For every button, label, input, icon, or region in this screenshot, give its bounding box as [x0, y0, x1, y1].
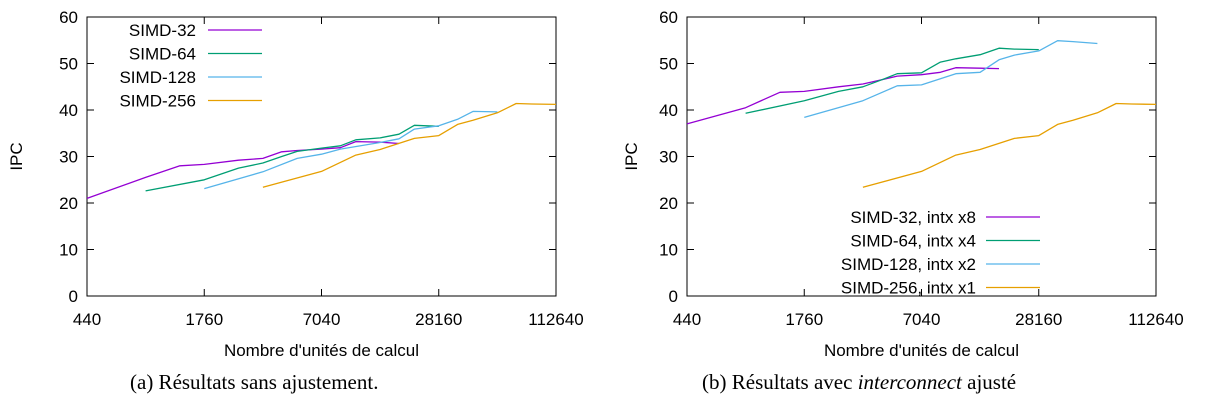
- series-line-simd-32: [86, 140, 400, 200]
- y-tick-label: 30: [59, 148, 78, 167]
- y-tick-label: 0: [669, 287, 678, 306]
- x-tick-label: 440: [673, 310, 701, 329]
- x-axis-label: Nombre d'unités de calcul: [824, 341, 1019, 360]
- caption-b-prefix: (b) Résultats avec: [702, 370, 858, 394]
- caption-b-emphasis: interconnect: [857, 370, 962, 394]
- y-tick-label: 0: [69, 287, 78, 306]
- y-axis-label: IPC: [7, 142, 26, 170]
- caption-b-suffix: ajusté: [961, 370, 1017, 394]
- y-tick-label: 20: [659, 194, 678, 213]
- legend-label: SIMD-64, intx x4: [850, 232, 976, 251]
- x-tick-label: 1760: [185, 310, 223, 329]
- x-tick-label: 1760: [785, 310, 823, 329]
- y-tick-label: 10: [59, 241, 78, 260]
- y-tick-label: 60: [659, 8, 678, 27]
- y-tick-label: 20: [59, 194, 78, 213]
- y-tick-label: 50: [659, 55, 678, 74]
- x-tick-label: 112640: [528, 310, 583, 329]
- y-tick-label: 10: [659, 241, 678, 260]
- x-axis-label: Nombre d'unités de calcul: [224, 341, 419, 360]
- x-tick-label: 28160: [415, 310, 462, 329]
- series-line-simd-128-intx-x2: [804, 40, 1098, 119]
- legend-label: SIMD-256, intx x1: [841, 279, 976, 298]
- x-tick-label: 28160: [1015, 310, 1062, 329]
- legend-label: SIMD-32: [129, 21, 196, 40]
- legend-label: SIMD-64: [129, 45, 196, 64]
- y-tick-label: 40: [659, 101, 678, 120]
- series-line-simd-64: [145, 124, 439, 192]
- legend-label: SIMD-128, intx x2: [841, 255, 976, 274]
- y-tick-label: 30: [659, 148, 678, 167]
- x-tick-label: 7040: [303, 310, 341, 329]
- series-line-simd-256: [262, 102, 557, 188]
- y-axis-label: IPC: [622, 142, 641, 170]
- chart-a: 0 10 20 30 40 50 60 440 1760 7040 28160 112640 Nombr…: [7, 8, 584, 360]
- chart-b: 0 10 20 30 40 50 60 440 1760 7040 28160 112640 Nombr…: [622, 8, 1184, 360]
- series-line-simd-128: [204, 110, 498, 190]
- series-line-simd-32-intx-x8: [686, 67, 1000, 125]
- series-line-simd-256-intx-x1: [862, 102, 1157, 188]
- x-tick-label: 112640: [1128, 310, 1183, 329]
- legend-label: SIMD-256: [119, 92, 196, 111]
- series-line-simd-64-intx-x4: [745, 47, 1039, 114]
- x-tick-label: 7040: [903, 310, 941, 329]
- y-tick-label: 50: [59, 55, 78, 74]
- y-tick-label: 60: [59, 8, 78, 27]
- legend-label: SIMD-128: [119, 68, 196, 87]
- y-tick-label: 40: [59, 101, 78, 120]
- legend-label: SIMD-32, intx x8: [850, 208, 976, 227]
- caption-b: (b) Résultats avec interconnect ajusté: [702, 370, 1016, 395]
- caption-a: (a) Résultats sans ajustement.: [130, 370, 379, 394]
- x-tick-label: 440: [73, 310, 101, 329]
